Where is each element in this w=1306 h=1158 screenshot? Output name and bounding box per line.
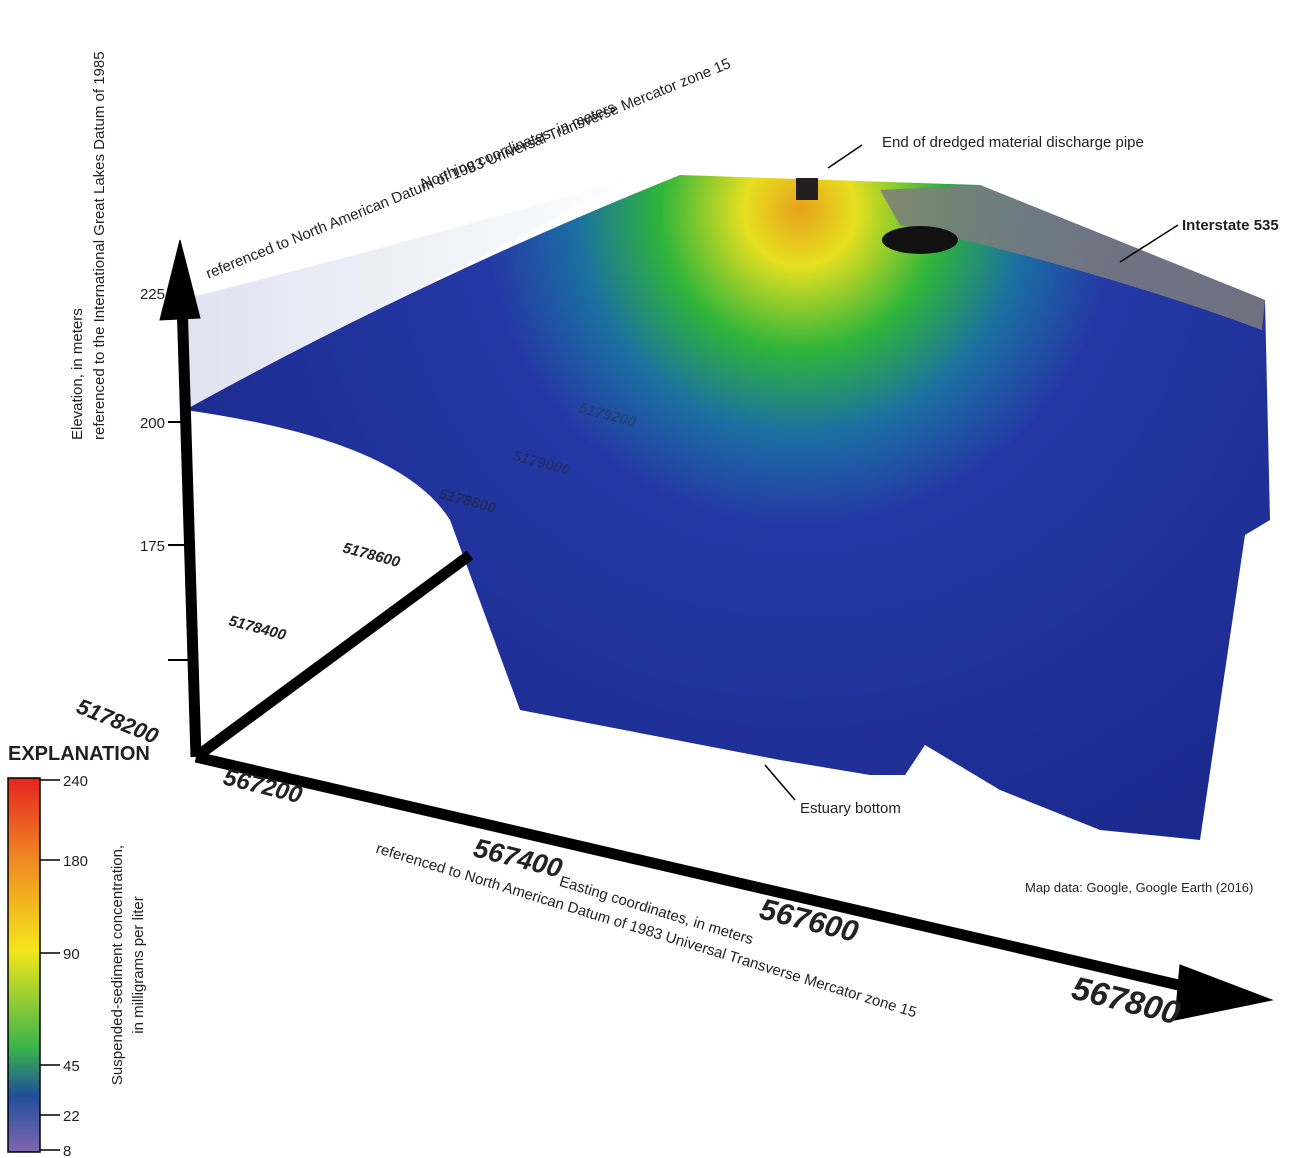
- annotation: Estuary bottom: [800, 800, 901, 817]
- tick-label: 5178200: [73, 693, 162, 749]
- tick-label: 225: [140, 286, 165, 303]
- tick-label: 200: [140, 415, 165, 432]
- credit: Map data: Google, Google Earth (2016): [1025, 880, 1253, 895]
- arrowhead: [159, 239, 201, 321]
- legend-title: EXPLANATION: [8, 743, 150, 765]
- map-overlay: [880, 185, 1265, 330]
- legend-tick-label: 90: [63, 946, 80, 963]
- annotation: End of dredged material discharge pipe: [882, 134, 1144, 151]
- leader-line: [827, 144, 863, 169]
- plume-surface: [180, 175, 1270, 840]
- easting-axis: [194, 751, 1202, 996]
- legend-label: Suspended-sediment concentration,: [109, 845, 126, 1085]
- leader-line: [764, 764, 796, 801]
- northing-axis: [192, 550, 474, 762]
- annotation: Interstate 535: [1182, 217, 1279, 234]
- axis-title: Elevation, in meters: [69, 308, 86, 440]
- pipe-end: [796, 178, 818, 200]
- legend-label: in milligrams per liter: [130, 896, 147, 1034]
- tick-label: 5178600: [341, 539, 402, 571]
- elevation-axis: [176, 299, 202, 758]
- tick-label: 175: [140, 538, 165, 555]
- legend-tick-label: 22: [63, 1108, 80, 1125]
- surface: [185, 175, 1270, 840]
- axes: [159, 144, 1274, 1021]
- legend-bar: [7, 777, 41, 1153]
- axis-title: referenced to the International Great La…: [91, 51, 108, 440]
- tick-label: 5178400: [227, 612, 288, 644]
- legend-tick-label: 240: [63, 773, 88, 790]
- leader-line: [1119, 224, 1179, 263]
- legend-tick-label: 180: [63, 853, 88, 870]
- legend-tick-label: 45: [63, 1058, 80, 1075]
- legend-tick-label: 8: [63, 1143, 71, 1158]
- arrowhead: [1174, 964, 1274, 1021]
- dark-patch: [882, 226, 958, 254]
- colorbar: [7, 777, 41, 1153]
